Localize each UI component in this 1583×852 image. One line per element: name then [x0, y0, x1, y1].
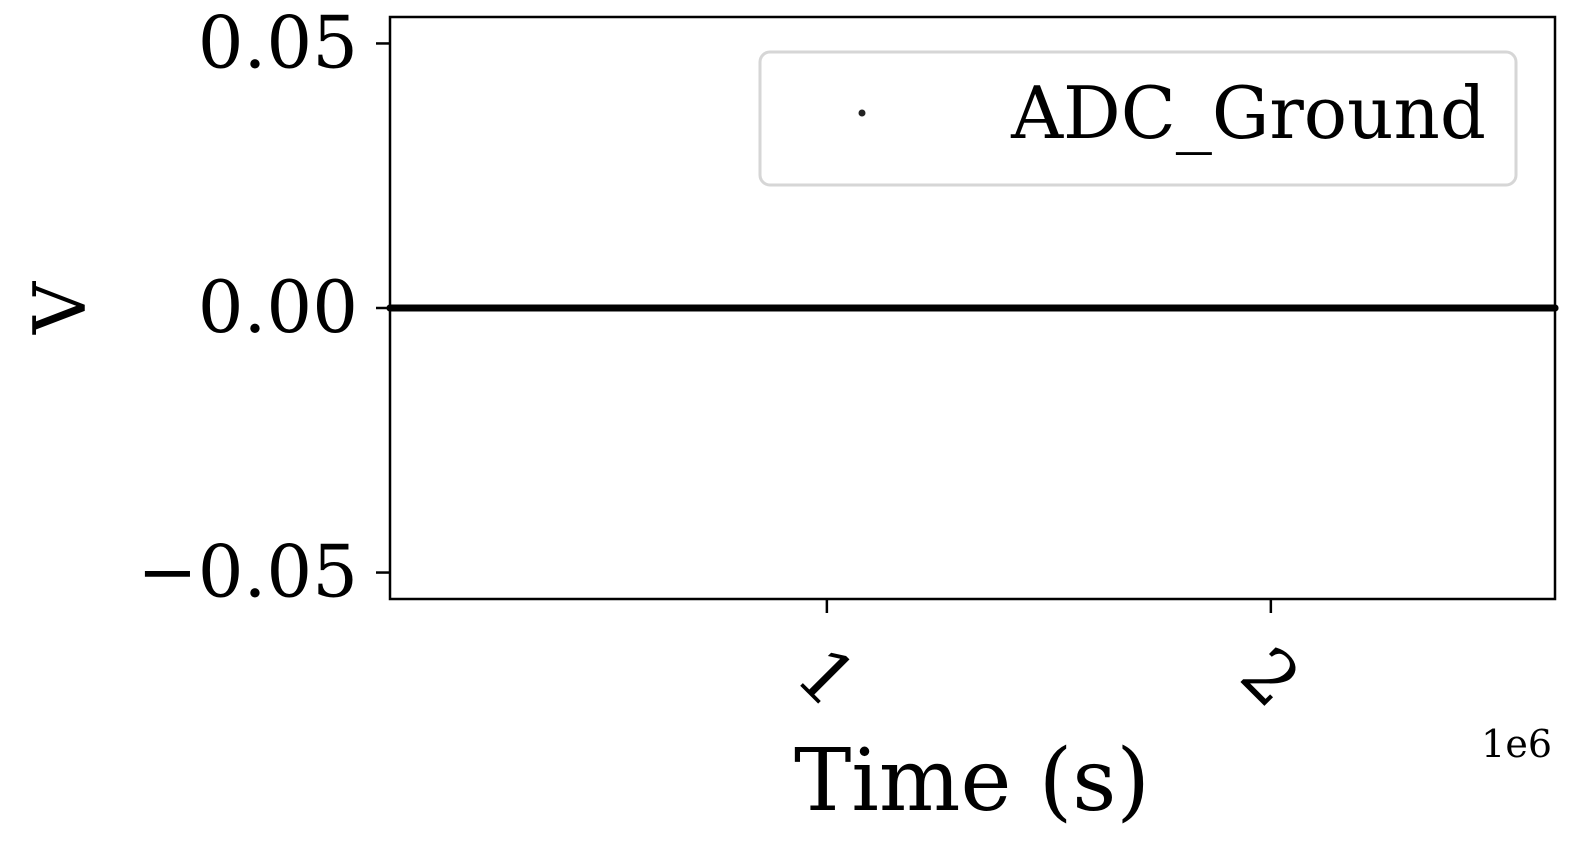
y-tick-label: 0.05: [198, 0, 358, 84]
data-point: [712, 304, 720, 312]
data-point: [1489, 304, 1497, 312]
x-tick-label: 2: [1225, 631, 1317, 723]
data-point: [1267, 304, 1275, 312]
legend-box: [758, 50, 1518, 187]
series-layer: [386, 304, 1559, 312]
data-point: [934, 304, 942, 312]
legend-label-adc-ground: ADC_Ground: [1010, 71, 1486, 155]
y-axis: 0.05 0.00 −0.05: [137, 0, 390, 614]
x-axis-offset-label: 1e6: [1481, 722, 1552, 766]
y-tick-label: 0.00: [198, 265, 358, 349]
data-point: [1045, 304, 1053, 312]
data-point: [1378, 304, 1386, 312]
x-axis-label: Time (s): [794, 731, 1150, 831]
data-point: [1551, 304, 1559, 312]
data-point: [823, 304, 831, 312]
data-point: [386, 304, 394, 312]
legend: ADC_Ground: [758, 50, 1518, 187]
y-axis-label: V: [18, 280, 102, 335]
y-tick-label: −0.05: [137, 530, 358, 614]
data-point: [490, 304, 498, 312]
legend-marker-icon: [858, 109, 866, 117]
data-point: [601, 304, 609, 312]
data-point: [1156, 304, 1164, 312]
x-tick-label: 1: [781, 631, 873, 723]
